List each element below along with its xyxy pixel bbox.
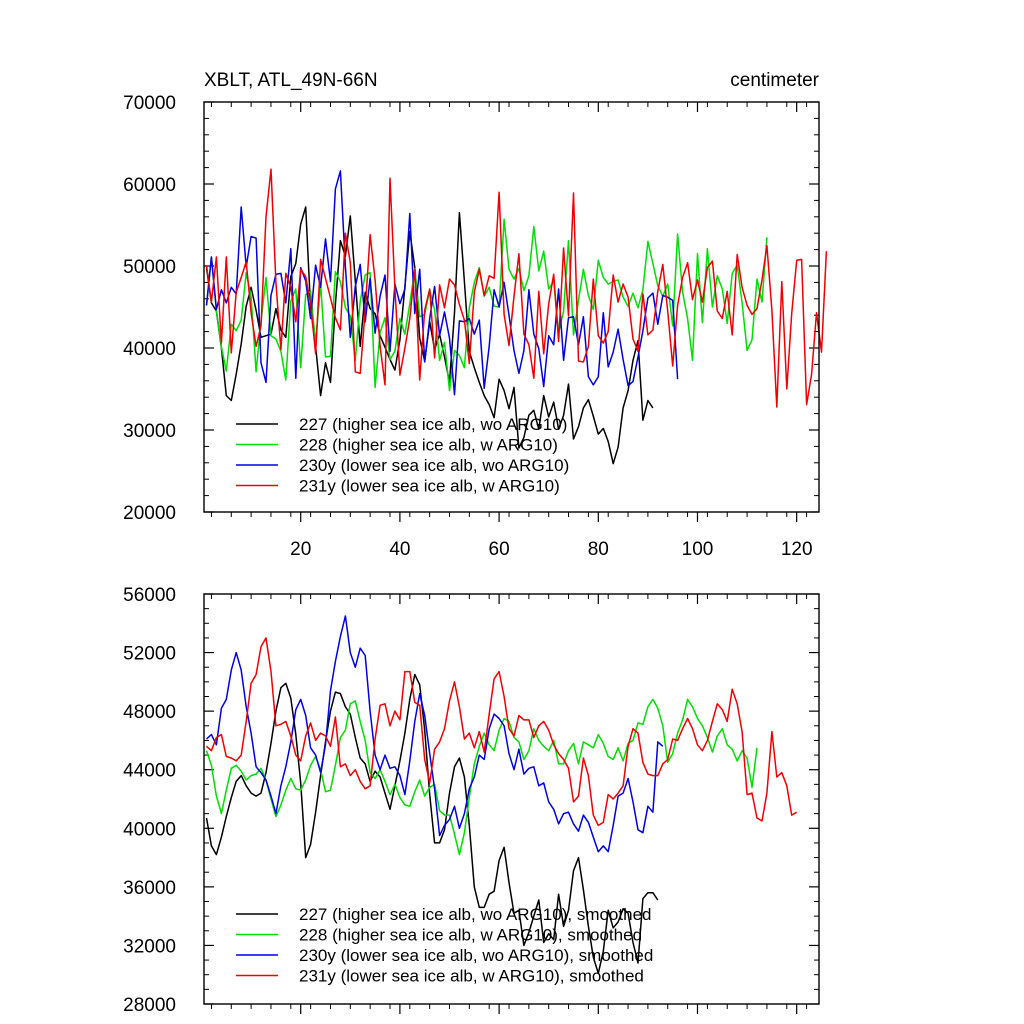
- bottom-panel-frame: [203, 593, 820, 1005]
- y-tick-label: 40000: [123, 339, 176, 360]
- legend-label: 230y (lower sea ice alb, wo ARG10), smoo…: [299, 946, 653, 965]
- x-tick-label: 100: [682, 539, 714, 560]
- series-line: [205, 673, 659, 975]
- x-tick-label: 120: [781, 539, 813, 560]
- legend-label: 228 (higher sea ice alb, w ARG10): [299, 436, 558, 455]
- y-tick-label: 60000: [123, 175, 176, 196]
- y-tick-label: 40000: [123, 819, 176, 840]
- top-panel-legend: 227 (higher sea ice alb, wo ARG10) 228 (h…: [236, 415, 569, 496]
- y-tick-label: 44000: [123, 761, 176, 782]
- y-tick-label: 20000: [123, 503, 176, 524]
- top-panel-units: centimeter: [730, 70, 819, 91]
- legend-label: 228 (higher sea ice alb, w ARG10), smoot…: [299, 926, 642, 945]
- top-panel: XBLT, ATL_49N-66N centimeter 20000 30000 4…: [123, 70, 828, 560]
- y-tick-label: 48000: [123, 702, 176, 723]
- series-line: [205, 637, 798, 827]
- legend-label: 227 (higher sea ice alb, wo ARG10): [299, 415, 567, 434]
- top-panel-title: XBLT, ATL_49N-66N: [204, 70, 378, 91]
- top-panel-series: [205, 168, 828, 465]
- legend-label: 227 (higher sea ice alb, wo ARG10), smoo…: [299, 905, 651, 924]
- legend-label: 230y (lower sea ice alb, wo ARG10): [299, 456, 569, 475]
- x-tick-label: 40: [389, 539, 410, 560]
- series-line: [205, 615, 664, 853]
- y-tick-label: 56000: [123, 585, 176, 606]
- x-tick-label: 80: [588, 539, 609, 560]
- bottom-panel: 28000 32000 36000 40000 44000 48000 52000 56000…: [123, 585, 820, 1016]
- series-line: [205, 698, 758, 856]
- series-line: [205, 170, 679, 396]
- y-tick-label: 32000: [123, 936, 176, 957]
- bottom-panel-series: [205, 615, 798, 975]
- y-tick-label: 70000: [123, 93, 176, 114]
- legend-label: 231y (lower sea ice alb, w ARG10), smoot…: [299, 967, 644, 986]
- y-tick-label: 28000: [123, 995, 176, 1016]
- series-line: [205, 168, 828, 408]
- y-tick-label: 30000: [123, 421, 176, 442]
- bottom-panel-legend: 227 (higher sea ice alb, wo ARG10), smoo…: [236, 905, 653, 986]
- y-tick-label: 36000: [123, 878, 176, 899]
- legend-label: 231y (lower sea ice alb, w ARG10): [299, 477, 560, 496]
- x-tick-label: 60: [489, 539, 510, 560]
- top-panel-ticks: 20000 30000 40000 50000 60000 70000 20 40 60 80 10…: [123, 93, 819, 560]
- y-tick-label: 52000: [123, 644, 176, 665]
- x-tick-label: 20: [290, 539, 311, 560]
- top-panel-frame: [203, 101, 820, 513]
- y-tick-label: 50000: [123, 257, 176, 278]
- bottom-panel-ticks: 28000 32000 36000 40000 44000 48000 52000 56000: [123, 585, 819, 1016]
